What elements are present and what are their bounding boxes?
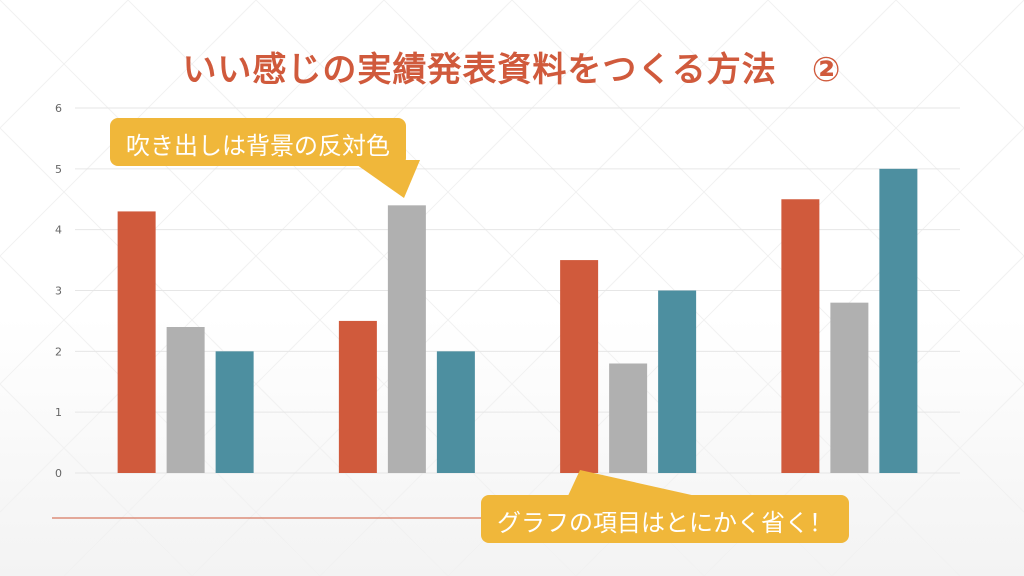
y-tick-label: 5 xyxy=(55,163,62,176)
y-tick-label: 2 xyxy=(55,345,62,358)
bar xyxy=(560,260,599,473)
bar xyxy=(658,290,697,473)
y-tick-label: 3 xyxy=(55,285,62,298)
callout-tail-top xyxy=(350,160,420,198)
bar xyxy=(117,211,156,473)
bar xyxy=(781,199,820,473)
bar xyxy=(387,205,426,474)
bar xyxy=(215,351,254,473)
bar xyxy=(166,327,205,473)
callout-tail-bottom xyxy=(567,470,705,498)
bar xyxy=(830,302,869,473)
callout-omit-categories: グラフの項目はとにかく省く！ xyxy=(481,495,849,543)
y-tick-label: 6 xyxy=(55,102,62,115)
bar xyxy=(436,351,475,473)
bar xyxy=(338,320,377,473)
y-tick-label: 4 xyxy=(55,224,62,237)
slide-title: いい感じの実績発表資料をつくる方法 ② xyxy=(182,50,842,90)
callout-contrast-color: 吹き出しは背景の反対色 xyxy=(110,118,406,166)
y-tick-label: 0 xyxy=(55,467,62,480)
bar xyxy=(879,168,918,474)
y-tick-label: 1 xyxy=(55,406,62,419)
bar xyxy=(609,363,648,473)
